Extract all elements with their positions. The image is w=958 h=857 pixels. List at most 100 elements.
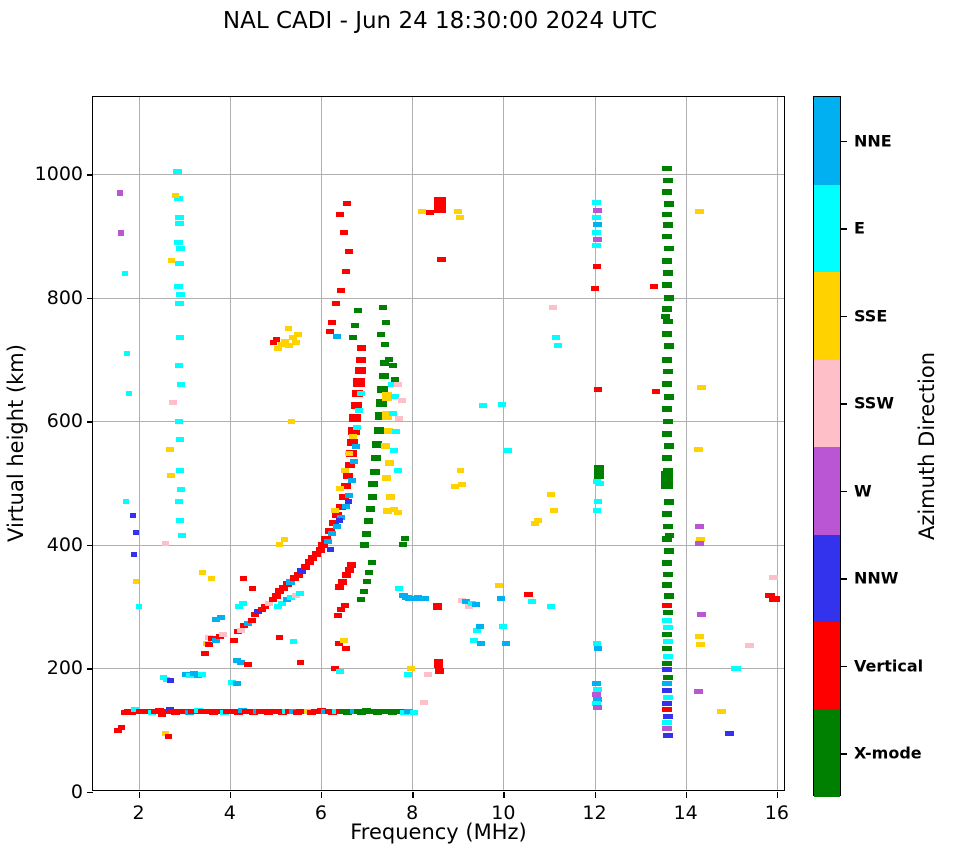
- echo-point: [290, 639, 298, 645]
- echo-point: [661, 726, 672, 732]
- echo-point: [399, 542, 408, 548]
- echo-point: [404, 596, 415, 602]
- echo-point: [662, 646, 673, 652]
- colorbar-band-ssw[interactable]: [814, 359, 840, 447]
- echo-point: [336, 503, 347, 510]
- echo-point: [662, 165, 673, 171]
- x-gridline: [229, 97, 231, 790]
- echo-point: [359, 541, 369, 548]
- echo-point: [288, 335, 297, 341]
- colorbar-band-vertical[interactable]: [814, 622, 840, 710]
- echo-point: [661, 707, 672, 713]
- echo-point: [469, 638, 478, 644]
- echo-point: [382, 475, 392, 482]
- echo-point: [592, 691, 602, 697]
- echo-point: [527, 599, 536, 605]
- colorbar[interactable]: NNE E SSE SSW W NNW Vertical X-mode: [813, 96, 923, 797]
- echo-point: [344, 499, 352, 505]
- echo-point: [374, 412, 386, 421]
- colorbar-band-nnw[interactable]: [814, 534, 840, 622]
- echo-point: [287, 594, 296, 600]
- echo-point: [117, 189, 124, 196]
- echo-point: [174, 499, 183, 505]
- echo-point: [165, 733, 173, 739]
- echo-point: [114, 727, 123, 733]
- echo-point: [172, 168, 182, 174]
- echo-point: [649, 284, 658, 290]
- echo-point: [592, 199, 602, 205]
- echo-point: [244, 621, 252, 627]
- echo-point: [357, 345, 367, 352]
- echo-point: [154, 707, 164, 713]
- echo-point: [593, 508, 602, 514]
- echo-point: [341, 483, 352, 490]
- echo-point: [497, 596, 506, 602]
- colorbar-band-x-mode[interactable]: [814, 709, 840, 797]
- echo-point: [276, 542, 284, 548]
- echo-point: [271, 592, 281, 599]
- x-tick-label: 2: [132, 802, 145, 824]
- echo-point: [276, 635, 284, 641]
- echo-point: [401, 536, 410, 542]
- echo-point: [337, 514, 346, 520]
- echo-point: [208, 576, 216, 582]
- echo-point: [308, 555, 318, 562]
- echo-point: [663, 548, 674, 555]
- echo-point: [592, 214, 602, 220]
- echo-point: [290, 575, 300, 582]
- echo-point: [663, 523, 674, 529]
- echo-point: [662, 701, 673, 707]
- echo-point: [281, 338, 290, 344]
- echo-point: [663, 318, 674, 324]
- x-tick: [412, 792, 414, 798]
- echo-point: [371, 455, 382, 462]
- y-gridline: [93, 174, 784, 176]
- echo-point: [387, 381, 396, 387]
- x-tick: [776, 792, 779, 798]
- echo-point: [384, 460, 394, 467]
- echo-point: [390, 394, 399, 400]
- echo-point: [592, 229, 602, 235]
- colorbar-band-w[interactable]: [814, 447, 840, 535]
- colorbar-tick: [840, 403, 847, 405]
- colorbar-label-w: W: [854, 481, 872, 501]
- x-gridline: [138, 97, 140, 790]
- colorbar-band-sse[interactable]: [814, 272, 840, 360]
- echo-point: [364, 570, 373, 576]
- y-tick-label: 1000: [34, 163, 83, 186]
- echo-point: [663, 639, 674, 645]
- echo-point: [364, 518, 374, 525]
- echo-point: [385, 357, 394, 363]
- echo-point: [175, 221, 185, 227]
- echo-point: [373, 427, 384, 435]
- echo-point: [458, 481, 467, 487]
- echo-point: [652, 389, 661, 395]
- echo-point: [167, 258, 175, 264]
- echo-point: [594, 386, 603, 392]
- echo-point: [219, 631, 228, 637]
- y-gridline: [93, 421, 784, 423]
- echo-point: [662, 617, 673, 623]
- echo-point: [437, 256, 447, 262]
- y-gridline: [93, 297, 784, 299]
- echo-point: [768, 574, 778, 580]
- echo-point: [549, 304, 558, 310]
- echo-point: [662, 661, 673, 666]
- echo-point: [336, 669, 345, 675]
- echo-point: [230, 638, 239, 644]
- colorbar-band-e[interactable]: [814, 184, 840, 272]
- echo-point: [118, 229, 125, 236]
- echo-point: [174, 363, 183, 369]
- echo-point: [280, 537, 288, 543]
- echo-point: [662, 720, 673, 726]
- echo-point: [663, 342, 674, 349]
- echo-point: [342, 646, 351, 652]
- echo-point: [697, 384, 707, 390]
- echo-point: [249, 585, 257, 591]
- echo-point: [662, 455, 673, 462]
- colorbar-band-nne[interactable]: [814, 97, 840, 185]
- y-gridline: [93, 544, 784, 546]
- x-tick-label: 8: [406, 802, 419, 824]
- echo-point: [394, 381, 403, 387]
- echo-point: [663, 177, 674, 183]
